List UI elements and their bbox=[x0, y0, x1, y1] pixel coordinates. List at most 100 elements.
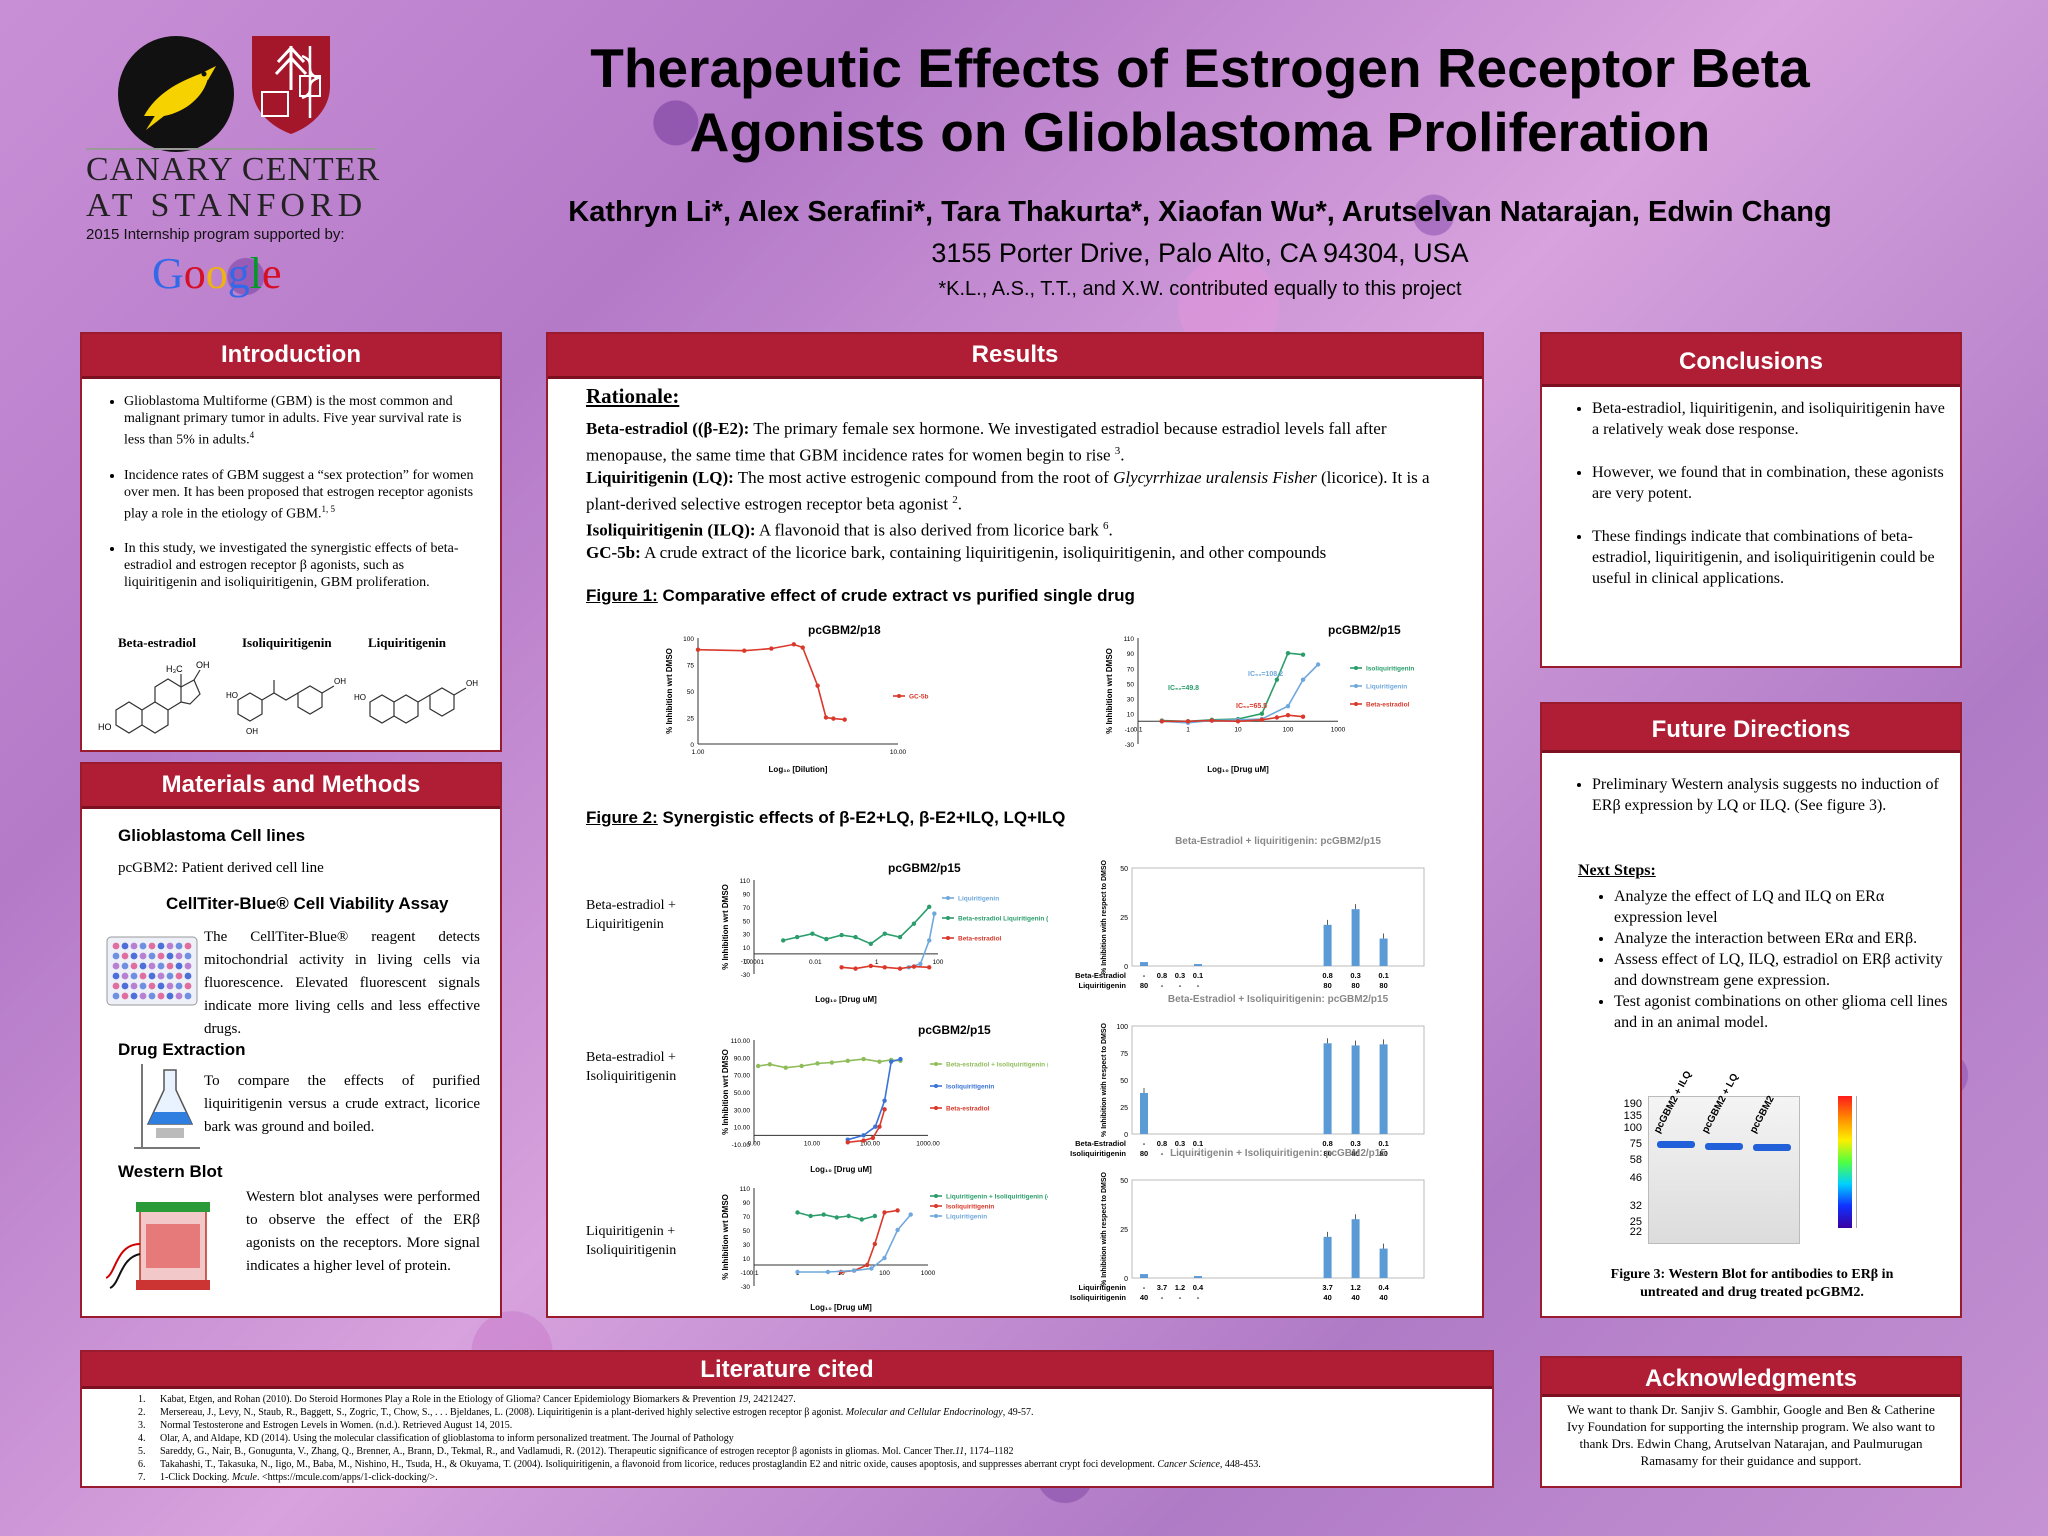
plate-well bbox=[184, 942, 192, 950]
plate-well bbox=[148, 982, 156, 990]
conclusion-bullet: Beta-estradiol, liquiritigenin, and isol… bbox=[1592, 398, 1952, 440]
acknowledgments-panel: Acknowledgments We want to thank Dr. San… bbox=[1540, 1356, 1962, 1488]
google-letter: g bbox=[227, 249, 250, 298]
category-label: 40 bbox=[1323, 1293, 1331, 1302]
reference-text: 1-Click Docking. bbox=[160, 1472, 232, 1483]
data-point bbox=[882, 931, 887, 936]
legend-marker bbox=[934, 1062, 938, 1066]
rationale-item: Isoliquiritigenin (ILQ): A flavonoid tha… bbox=[586, 515, 1466, 542]
data-point bbox=[815, 683, 820, 688]
ho-label: HO bbox=[98, 722, 112, 732]
legend-marker bbox=[934, 1084, 938, 1088]
bar bbox=[1379, 1248, 1388, 1278]
category-label: - bbox=[1197, 981, 1200, 990]
x-tick-label: 100 bbox=[879, 1270, 890, 1277]
data-point bbox=[911, 921, 917, 926]
data-point bbox=[839, 965, 844, 970]
reference-text: Mersereau, J., Levy, N., Staub, R., Bagg… bbox=[160, 1407, 846, 1418]
google-letter: G bbox=[152, 249, 184, 298]
ref-superscript: 3 bbox=[1114, 445, 1121, 457]
plate-well bbox=[175, 972, 183, 980]
intro-bullet-text: Glioblastoma Multiforme (GBM) is the mos… bbox=[124, 394, 462, 448]
chart-gc5b-dilution: pcGBM2/p18 % Inhibition wrt DMSO Log₁₀ [Di… bbox=[665, 624, 929, 774]
reference-item: 6. Takahashi, T., Takasuka, N., Iigo, M.,… bbox=[138, 1458, 1492, 1471]
x-tick-label: 10.00 bbox=[804, 1140, 821, 1147]
ic50-annotation: IC₅₀=49.8 bbox=[1168, 685, 1199, 692]
y-tick-label: 110 bbox=[740, 878, 751, 885]
plate-well bbox=[166, 952, 174, 960]
data-point bbox=[882, 1255, 887, 1261]
plate-well bbox=[112, 962, 120, 970]
category-label: 1.2 bbox=[1175, 1283, 1185, 1292]
methods-heading: Materials and Methods bbox=[82, 764, 500, 809]
isoliquiritigenin-structure: HO OH OH bbox=[226, 677, 346, 736]
chart-title: pcGBM2/p15 bbox=[888, 861, 961, 875]
oh-label: OH bbox=[466, 679, 478, 688]
data-point bbox=[831, 716, 836, 721]
legend-marker bbox=[946, 916, 950, 920]
category-label: 0.1 bbox=[1193, 1139, 1203, 1148]
y-tick-label: 70.00 bbox=[734, 1073, 751, 1080]
row-1-line-2: Liquiritigenin bbox=[586, 917, 664, 932]
category-label: 0.3 bbox=[1175, 971, 1185, 980]
x-axis-label: Log₁₀ [Drug uM] bbox=[810, 1303, 872, 1312]
category-label: 3.7 bbox=[1322, 1283, 1332, 1292]
legend-marker bbox=[946, 936, 950, 940]
data-point bbox=[1300, 652, 1306, 657]
plate-well bbox=[130, 982, 138, 990]
literature-heading: Literature cited bbox=[82, 1352, 1492, 1389]
data-point bbox=[927, 965, 932, 970]
category-label: 40 bbox=[1140, 1293, 1148, 1302]
x-tick-label: 0.1 bbox=[1133, 726, 1142, 733]
rationale-desc: (licorice). It is a plant-derived select… bbox=[586, 467, 1430, 514]
data-point bbox=[932, 911, 937, 916]
plate-well bbox=[121, 952, 129, 960]
y-tick-label: 25 bbox=[1120, 1105, 1128, 1112]
plate-well bbox=[157, 972, 165, 980]
data-point bbox=[861, 1133, 866, 1138]
reference-number: 2. bbox=[138, 1407, 146, 1418]
intro-bullet: Glioblastoma Multiforme (GBM) is the mos… bbox=[124, 393, 480, 449]
data-point bbox=[927, 938, 932, 943]
bar bbox=[1323, 1236, 1332, 1278]
plate-well bbox=[112, 972, 120, 980]
ref-superscript: 4 bbox=[249, 430, 255, 440]
plate-well bbox=[175, 992, 183, 1000]
legend-label: Isoliquiritigenin bbox=[946, 1084, 994, 1091]
category-label: 0.4 bbox=[1378, 1283, 1389, 1292]
next-step-item: Test agonist combinations on other gliom… bbox=[1614, 991, 1954, 1033]
x-tick-label: 1000 bbox=[1331, 726, 1346, 733]
conclusion-bullet: However, we found that in combination, t… bbox=[1592, 462, 1952, 504]
plate-well bbox=[139, 942, 147, 950]
category-label: 0.8 bbox=[1157, 1139, 1167, 1148]
plate-well bbox=[139, 992, 147, 1000]
row-label: Isoliquiritigenin bbox=[1070, 1149, 1126, 1158]
blot-membrane bbox=[1648, 1096, 1800, 1244]
chart-be2-lq-curve: pcGBM2/p15 % Inhibition wrt DMSO Log₁₀ [Dr… bbox=[721, 861, 1048, 1004]
future-bullet-item: Preliminary Western analysis suggests no… bbox=[1592, 774, 1952, 816]
title-line-1: Therapeutic Effects of Estrogen Receptor… bbox=[590, 37, 1810, 99]
category-label: - bbox=[1161, 981, 1164, 990]
plate-well bbox=[112, 982, 120, 990]
bar bbox=[1194, 964, 1202, 966]
canary-bird-icon bbox=[118, 36, 234, 152]
data-point bbox=[853, 934, 858, 940]
plate-well bbox=[112, 952, 120, 960]
data-point bbox=[861, 1138, 866, 1143]
blot-lane-label: pcGBM2 + ILQ bbox=[1652, 1069, 1694, 1136]
y-tick-label: -30 bbox=[741, 1284, 751, 1291]
stanford-medicine-shield-icon bbox=[252, 36, 330, 134]
y-tick-label: 50.00 bbox=[734, 1090, 751, 1097]
data-point bbox=[795, 1210, 800, 1215]
data-point bbox=[861, 1056, 866, 1062]
future-bullet: Preliminary Western analysis suggests no… bbox=[1572, 774, 1952, 834]
plate-well bbox=[130, 952, 138, 960]
reference-item: 2. Mersereau, J., Levy, N., Staub, R., Ba… bbox=[138, 1406, 1492, 1419]
data-point bbox=[783, 1065, 788, 1070]
future-heading: Future Directions bbox=[1542, 704, 1960, 753]
legend-label: Beta-estradiol bbox=[958, 936, 1002, 943]
rationale-term: Isoliquiritigenin (ILQ): bbox=[586, 520, 756, 540]
x-axis-label: Log₁₀ [Drug uM] bbox=[810, 1165, 872, 1174]
acknowledgments-text: We want to thank Dr. Sanjiv S. Gambhir, … bbox=[1566, 1402, 1936, 1468]
chart-lq-ilq-bars: Liquiritigenin + Isoliquiritigenin: pcGB… bbox=[1070, 1148, 1425, 1302]
